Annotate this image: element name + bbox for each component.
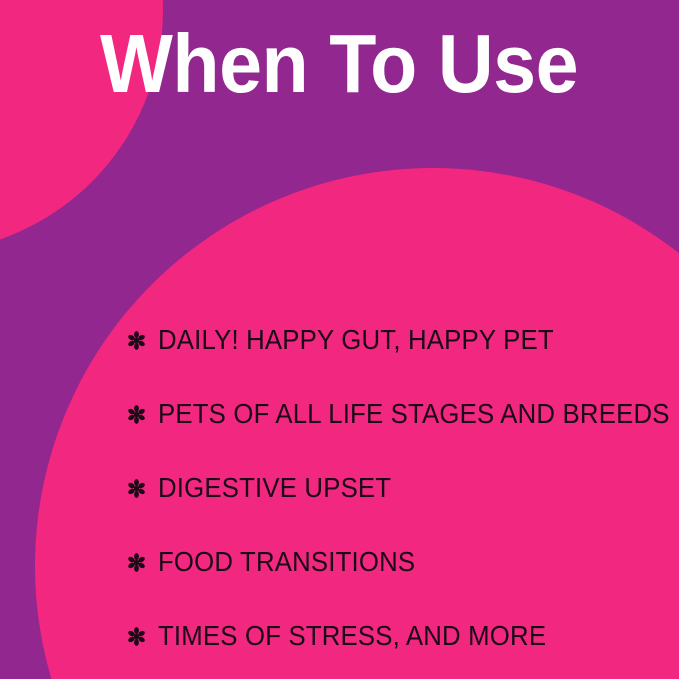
pink-circle-top-left bbox=[0, 0, 163, 240]
asterisk-flower-icon bbox=[128, 478, 145, 498]
list-item: TIMES OF STRESS, AND MORE bbox=[127, 599, 679, 673]
usage-list: DAILY! HAPPY GUT, HAPPY PET PETS OF ALL … bbox=[127, 303, 679, 673]
list-item-label: PETS OF ALL LIFE STAGES AND BREEDS bbox=[158, 398, 670, 429]
list-item-label: TIMES OF STRESS, AND MORE bbox=[158, 620, 547, 651]
list-item: FOOD TRANSITIONS bbox=[127, 525, 679, 599]
asterisk-flower-icon bbox=[128, 626, 145, 646]
asterisk-flower-icon bbox=[128, 552, 145, 572]
list-item: PETS OF ALL LIFE STAGES AND BREEDS bbox=[127, 377, 679, 451]
page-title: When To Use bbox=[100, 17, 579, 110]
list-item-label: FOOD TRANSITIONS bbox=[158, 546, 416, 577]
title-block: When To Use bbox=[0, 22, 679, 105]
asterisk-flower-icon bbox=[128, 330, 145, 350]
list-item: DAILY! HAPPY GUT, HAPPY PET bbox=[127, 303, 679, 377]
asterisk-flower-icon bbox=[128, 404, 145, 424]
list-item-label: DAILY! HAPPY GUT, HAPPY PET bbox=[158, 324, 554, 355]
pink-circle-main bbox=[35, 168, 679, 679]
list-item-label: DIGESTIVE UPSET bbox=[158, 472, 392, 503]
list-item: DIGESTIVE UPSET bbox=[127, 451, 679, 525]
